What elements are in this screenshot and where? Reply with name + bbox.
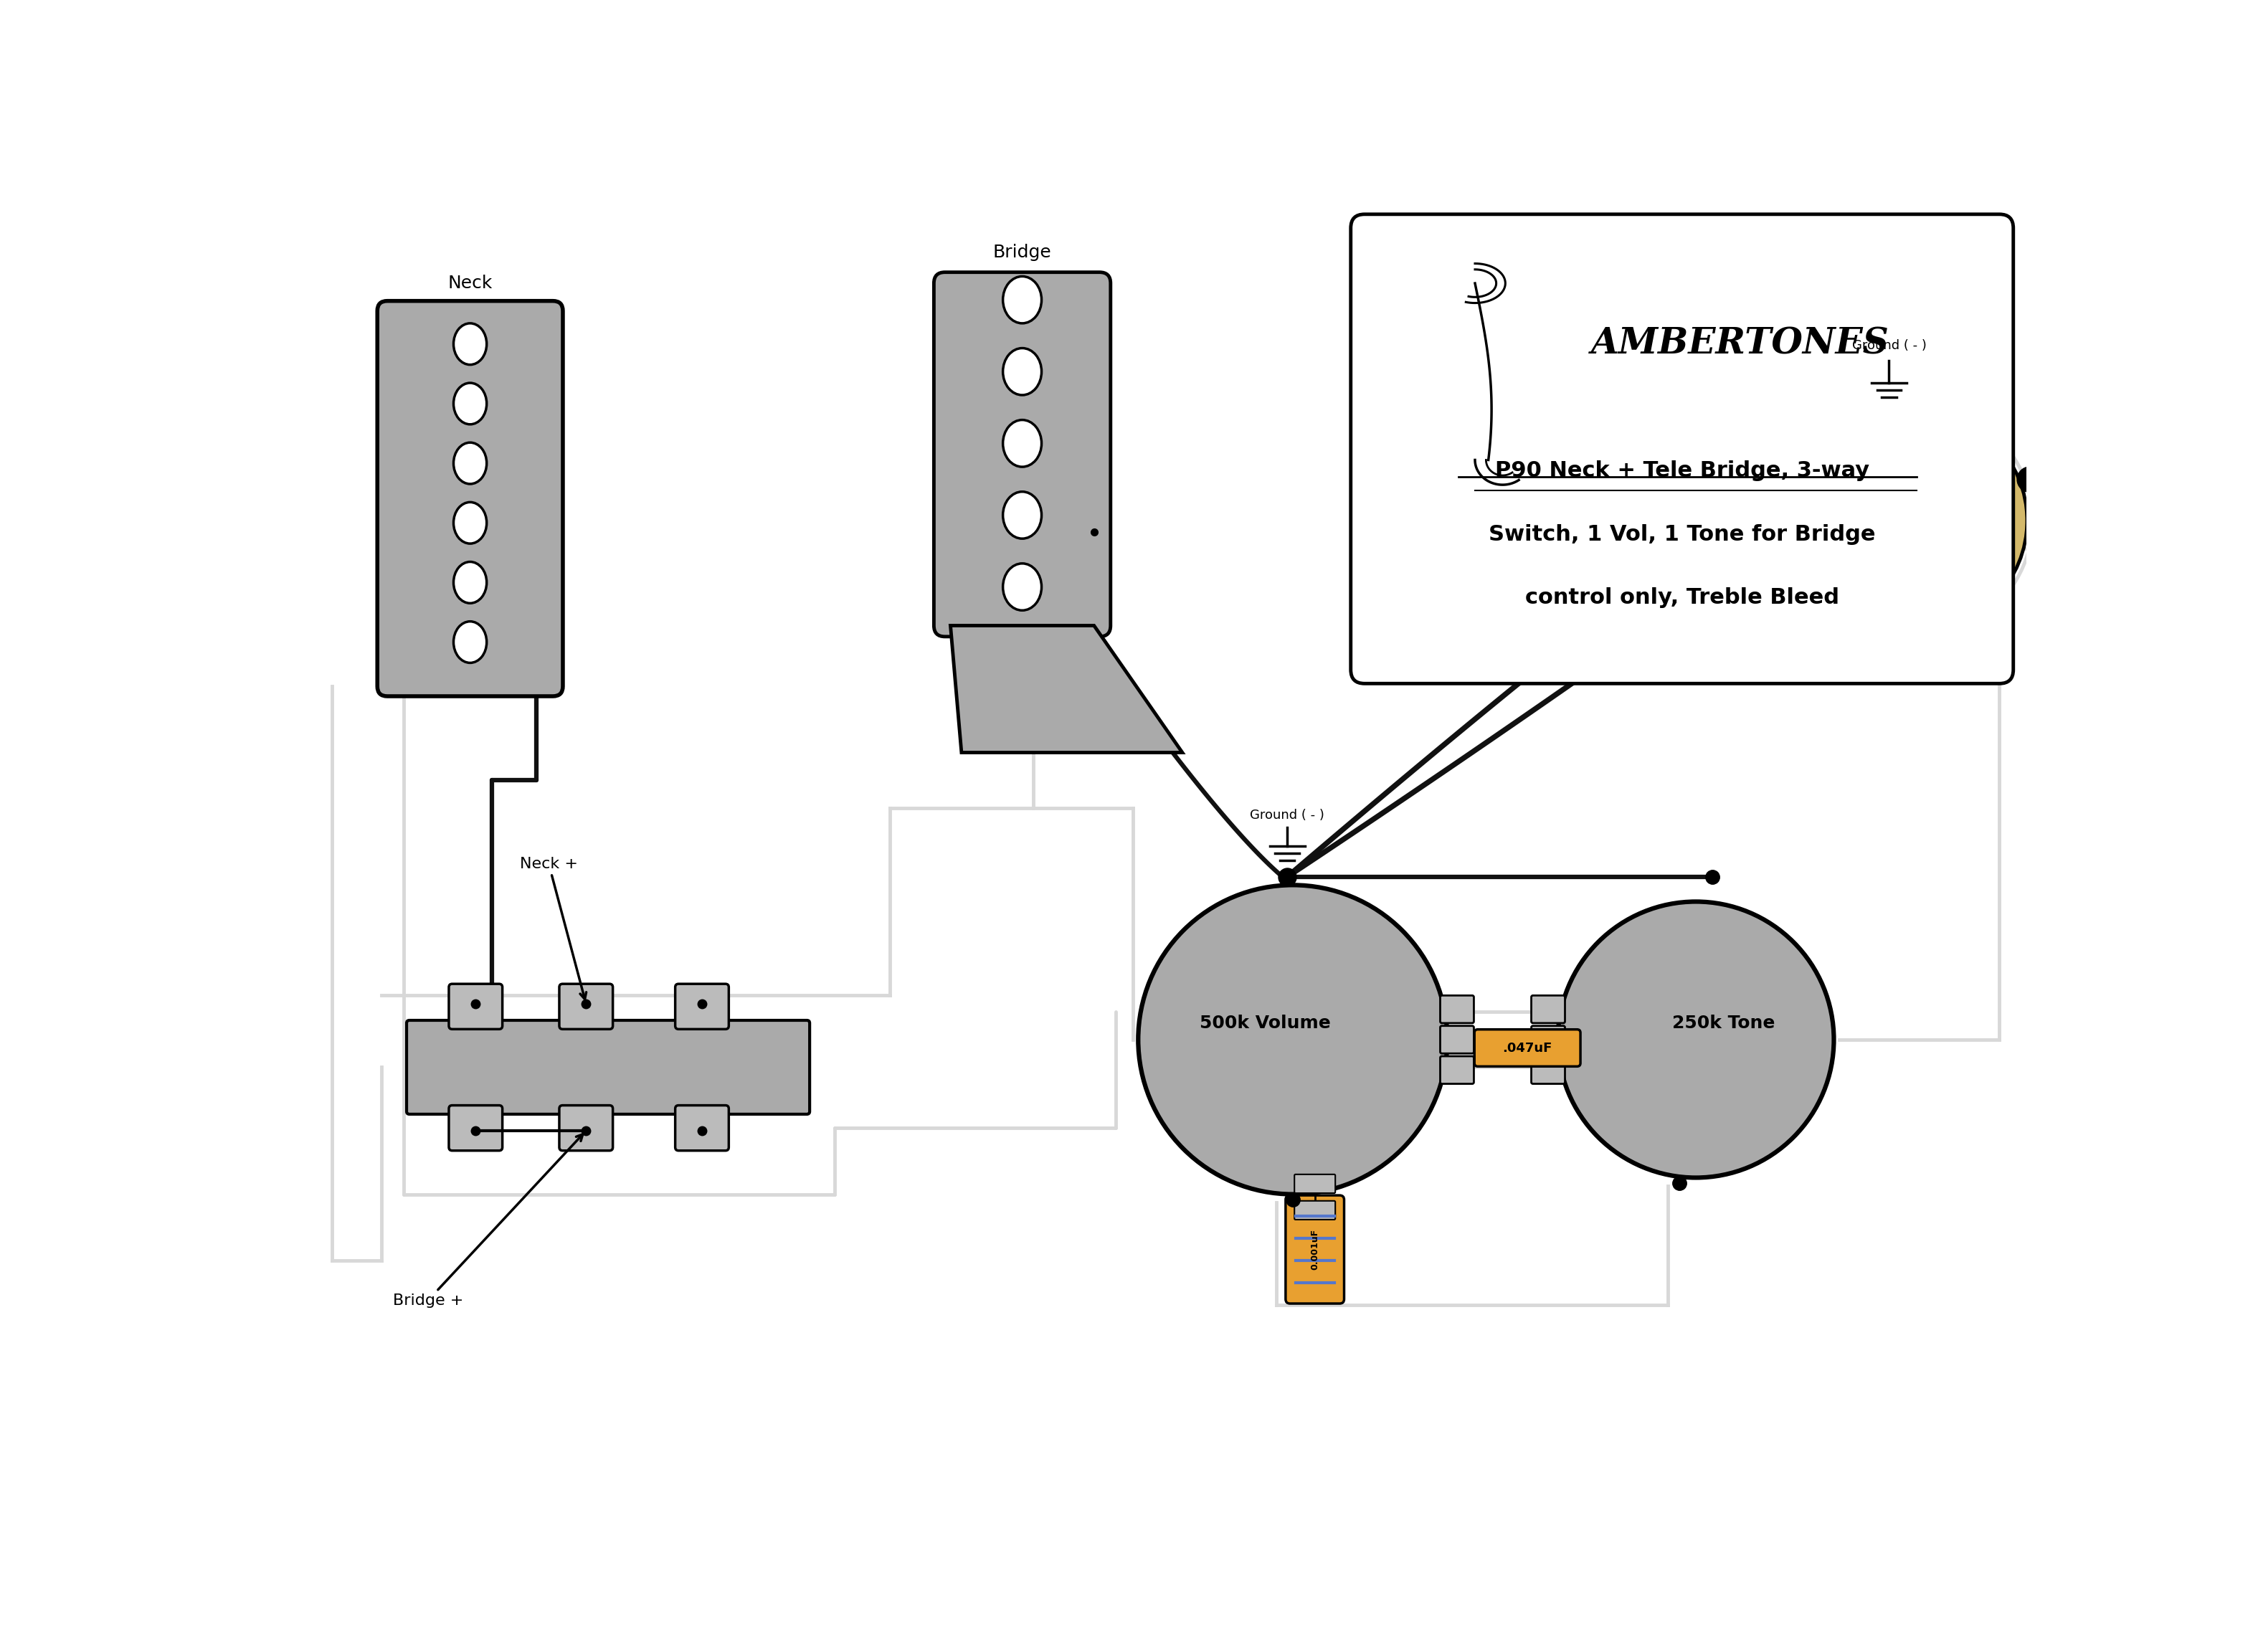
Circle shape bbox=[1558, 902, 1833, 1178]
Text: Switch, 1 Vol, 1 Tone for Bridge: Switch, 1 Vol, 1 Tone for Bridge bbox=[1488, 524, 1876, 545]
Text: Bridge +: Bridge + bbox=[393, 1135, 583, 1307]
Polygon shape bbox=[951, 626, 1183, 753]
Circle shape bbox=[2019, 468, 2041, 492]
Circle shape bbox=[1806, 410, 2028, 631]
Text: 0.001uF: 0.001uF bbox=[1310, 1229, 1319, 1270]
Text: Ground ( - ): Ground ( - ) bbox=[1852, 339, 1926, 352]
FancyBboxPatch shape bbox=[1531, 996, 1565, 1023]
FancyBboxPatch shape bbox=[1531, 1026, 1565, 1054]
FancyBboxPatch shape bbox=[1474, 1029, 1581, 1067]
Circle shape bbox=[1903, 629, 1928, 653]
Ellipse shape bbox=[454, 562, 488, 603]
Text: P90 Neck + Tele Bridge, 3-way: P90 Neck + Tele Bridge, 3-way bbox=[1495, 461, 1870, 481]
Circle shape bbox=[1138, 885, 1447, 1194]
Circle shape bbox=[1856, 459, 1978, 582]
Text: Neck: Neck bbox=[447, 274, 492, 291]
Text: 250k Tone: 250k Tone bbox=[1671, 1014, 1775, 1032]
FancyBboxPatch shape bbox=[406, 1021, 811, 1113]
Text: AMBERTONES: AMBERTONES bbox=[1592, 327, 1890, 362]
FancyBboxPatch shape bbox=[1294, 1201, 1334, 1219]
Ellipse shape bbox=[454, 502, 488, 544]
FancyBboxPatch shape bbox=[1285, 1196, 1344, 1303]
Ellipse shape bbox=[1003, 563, 1041, 610]
Text: control only, Treble Bleed: control only, Treble Bleed bbox=[1524, 588, 1838, 608]
Ellipse shape bbox=[454, 383, 488, 425]
Ellipse shape bbox=[1003, 420, 1041, 468]
FancyBboxPatch shape bbox=[1441, 996, 1474, 1023]
Ellipse shape bbox=[454, 443, 488, 484]
Ellipse shape bbox=[1003, 492, 1041, 539]
FancyBboxPatch shape bbox=[1294, 1175, 1334, 1193]
Ellipse shape bbox=[454, 324, 488, 365]
Text: Bridge: Bridge bbox=[994, 244, 1052, 261]
Text: 500k Volume: 500k Volume bbox=[1199, 1014, 1330, 1032]
FancyBboxPatch shape bbox=[1531, 1056, 1565, 1084]
FancyBboxPatch shape bbox=[675, 1105, 729, 1150]
FancyBboxPatch shape bbox=[560, 985, 612, 1029]
Ellipse shape bbox=[1003, 349, 1041, 395]
Ellipse shape bbox=[1003, 276, 1041, 324]
Circle shape bbox=[1791, 468, 1815, 492]
Text: Neck +: Neck + bbox=[519, 857, 587, 999]
FancyBboxPatch shape bbox=[1350, 215, 2014, 684]
FancyBboxPatch shape bbox=[675, 985, 729, 1029]
FancyBboxPatch shape bbox=[935, 273, 1111, 636]
FancyBboxPatch shape bbox=[1441, 1056, 1474, 1084]
FancyBboxPatch shape bbox=[1441, 1026, 1474, 1054]
Ellipse shape bbox=[454, 621, 488, 662]
Text: Ground ( - ): Ground ( - ) bbox=[1251, 809, 1325, 821]
FancyBboxPatch shape bbox=[560, 1105, 612, 1150]
FancyBboxPatch shape bbox=[449, 985, 501, 1029]
FancyBboxPatch shape bbox=[377, 301, 562, 695]
Text: .047uF: .047uF bbox=[1502, 1041, 1551, 1054]
FancyBboxPatch shape bbox=[449, 1105, 501, 1150]
